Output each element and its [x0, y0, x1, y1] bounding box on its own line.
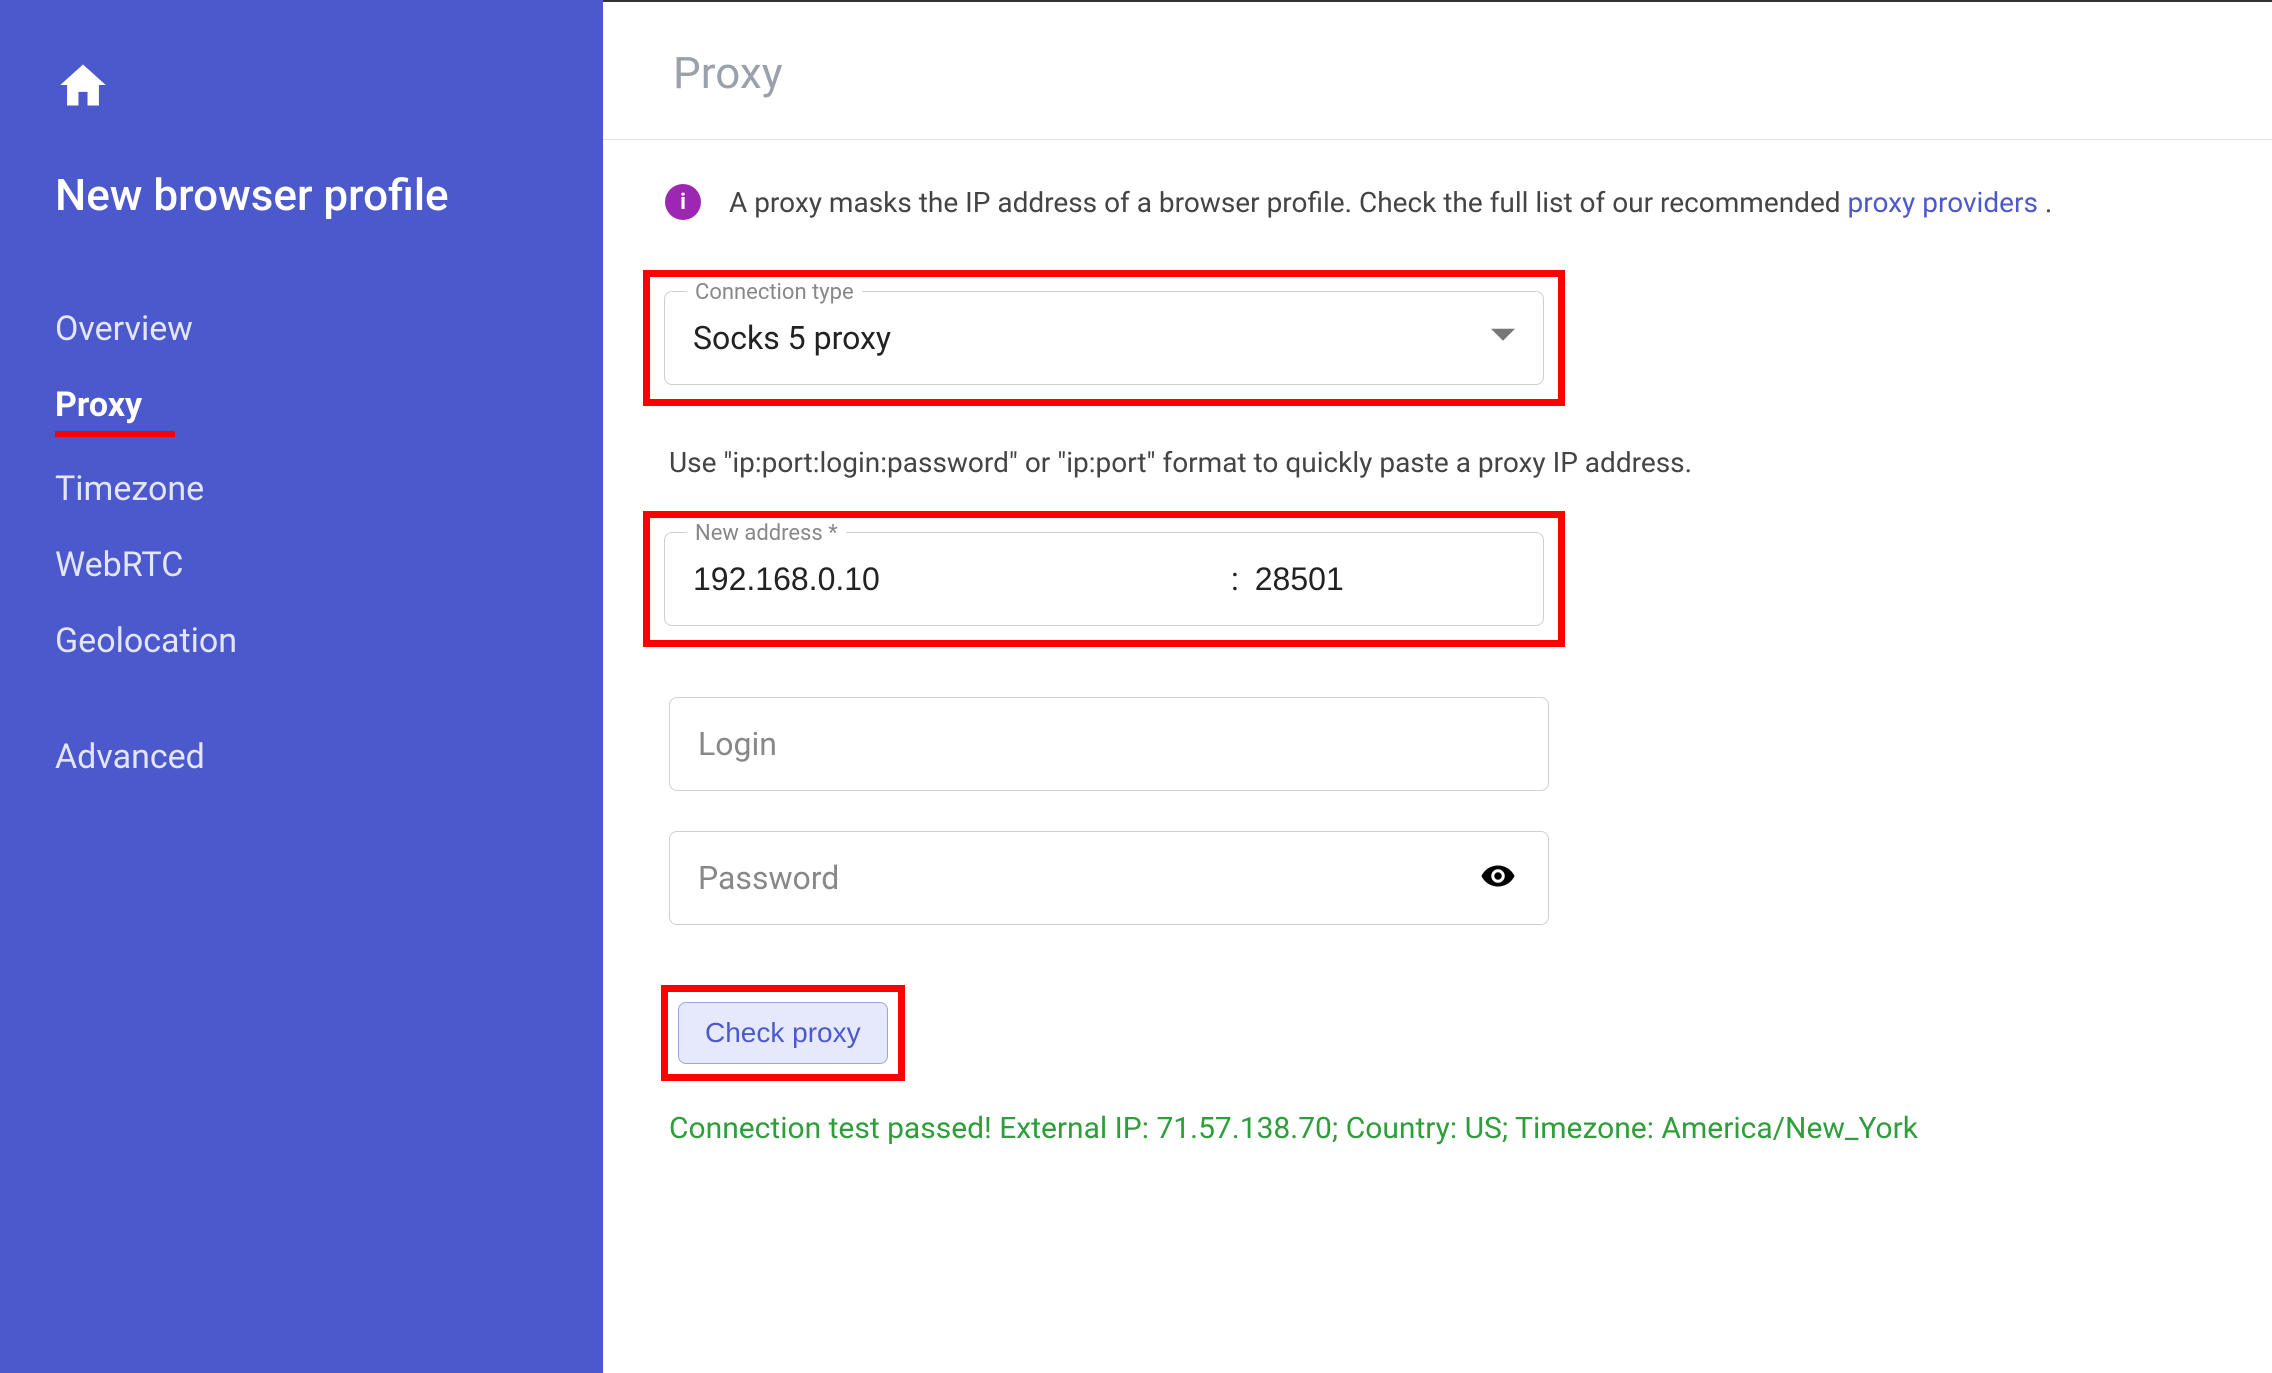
password-field[interactable]: Password [669, 831, 1549, 925]
sidebar-item-timezone[interactable]: Timezone [55, 451, 548, 527]
address-separator: : [1225, 560, 1245, 598]
connection-type-value: Socks 5 proxy [665, 319, 1491, 357]
paste-helper-text: Use "ip:port:login:password" or "ip:port… [669, 446, 2202, 479]
sidebar-item-geolocation[interactable]: Geolocation [55, 603, 548, 679]
sidebar-item-proxy[interactable]: Proxy [55, 367, 548, 431]
connection-type-label: Connection type [687, 280, 862, 305]
sidebar-item-webrtc[interactable]: WebRTC [55, 527, 548, 603]
active-underline [55, 431, 175, 437]
main-header: Proxy [603, 2, 2272, 140]
sidebar: New browser profile Overview Proxy Timez… [0, 0, 603, 1373]
connection-type-select[interactable]: Connection type Socks 5 proxy [664, 291, 1544, 385]
connection-type-highlight: Connection type Socks 5 proxy [643, 270, 1565, 406]
home-icon[interactable] [55, 60, 548, 114]
info-suffix: . [2038, 186, 2052, 219]
login-field[interactable]: Login [669, 697, 1549, 791]
info-row: i A proxy masks the IP address of a brow… [643, 184, 2202, 220]
address-port-input[interactable] [1245, 534, 1685, 624]
connection-status: Connection test passed! External IP: 71.… [669, 1111, 2202, 1146]
main-panel: Proxy i A proxy masks the IP address of … [603, 0, 2272, 1373]
sidebar-item-overview[interactable]: Overview [55, 291, 548, 367]
check-proxy-highlight: Check proxy [661, 985, 905, 1081]
main-header-title: Proxy [673, 47, 2202, 99]
check-proxy-button[interactable]: Check proxy [678, 1002, 888, 1064]
address-field: New address * : [664, 532, 1544, 626]
info-icon: i [665, 184, 701, 220]
login-placeholder: Login [670, 725, 1548, 763]
info-text: A proxy masks the IP address of a browse… [729, 186, 2052, 219]
sidebar-item-advanced[interactable]: Advanced [55, 719, 548, 795]
address-highlight: New address * : [643, 511, 1565, 647]
proxy-providers-link[interactable]: proxy providers [1848, 186, 2038, 219]
info-prefix: A proxy masks the IP address of a browse… [729, 186, 1848, 219]
page-title: New browser profile [55, 169, 548, 221]
chevron-down-icon [1491, 324, 1543, 352]
eye-icon[interactable] [1480, 858, 1548, 898]
address-label: New address * [687, 521, 846, 546]
password-placeholder: Password [670, 859, 1480, 897]
address-ip-input[interactable] [665, 534, 1225, 624]
